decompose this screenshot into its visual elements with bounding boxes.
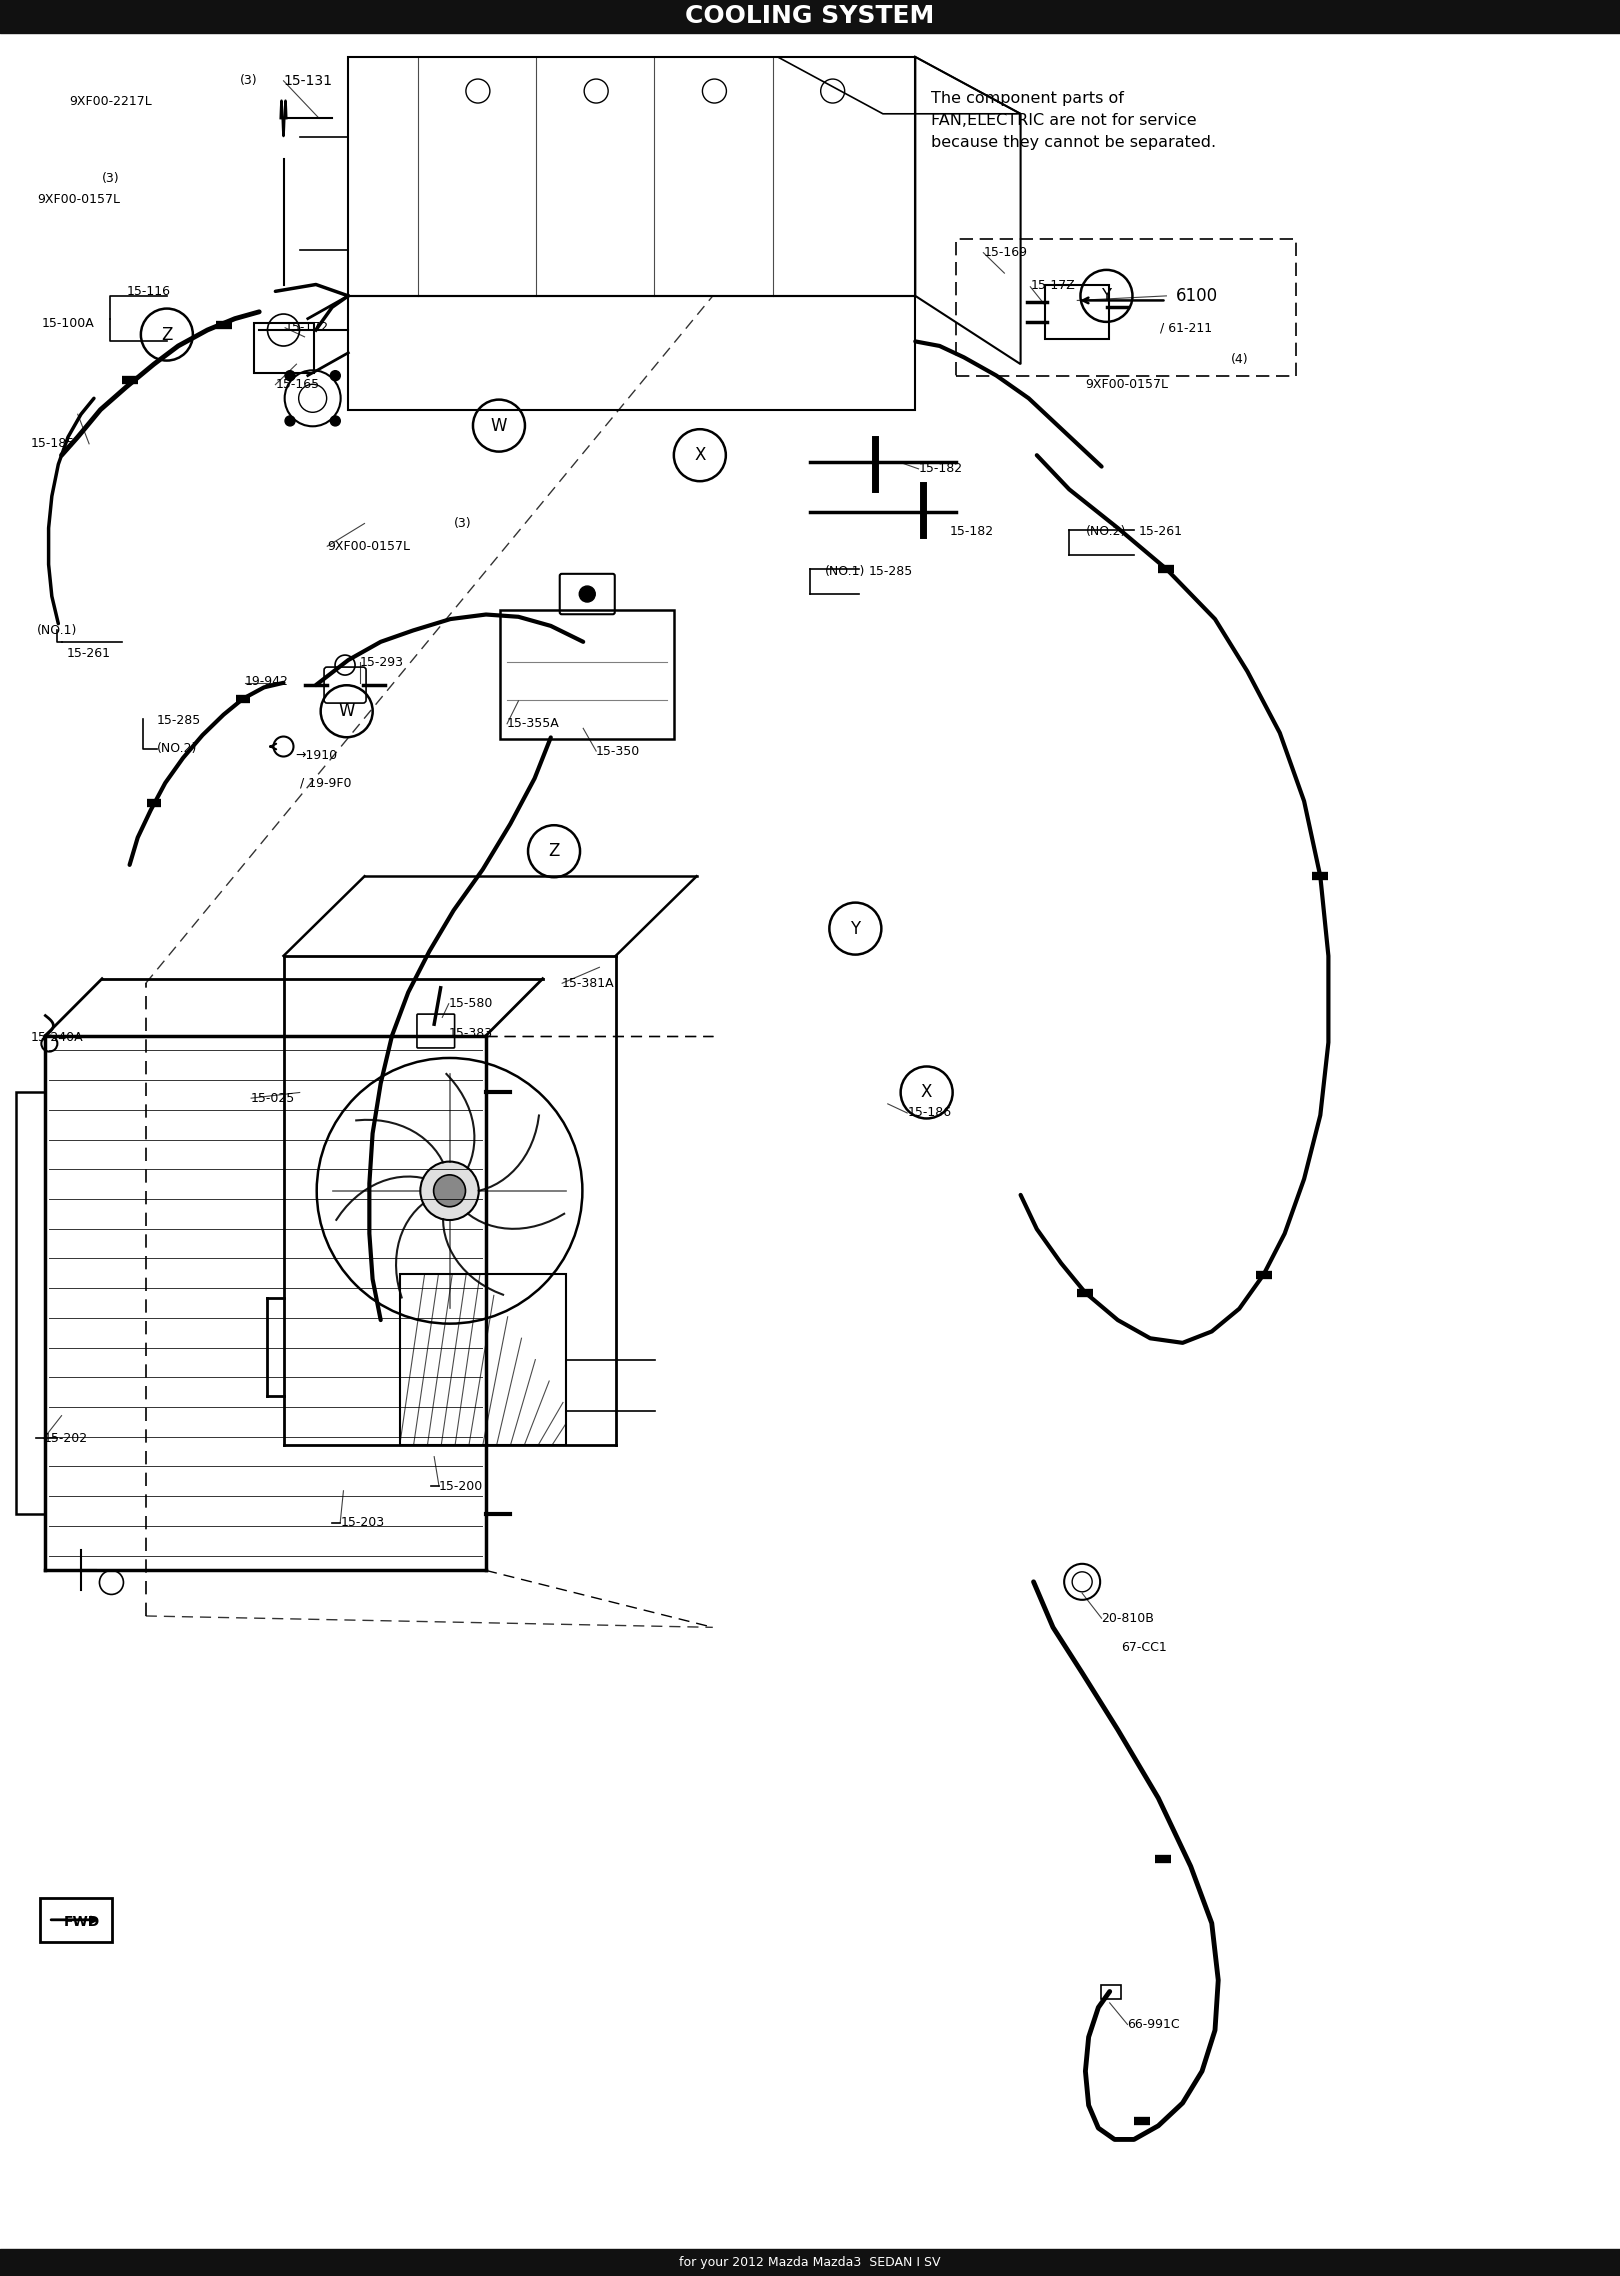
Circle shape [420, 1161, 480, 1220]
Text: 67-CC1: 67-CC1 [1121, 1641, 1166, 1655]
Text: 15-182: 15-182 [949, 526, 993, 537]
Text: The component parts of
FAN,ELECTRIC are not for service
because they cannot be s: The component parts of FAN,ELECTRIC are … [931, 91, 1217, 150]
Text: 66-991C: 66-991C [1128, 2019, 1179, 2030]
Text: 15-293: 15-293 [360, 655, 403, 669]
Bar [400, 1275, 565, 1445]
Text: FWD: FWD [65, 1914, 100, 1928]
Text: (3): (3) [240, 75, 258, 86]
Text: X: X [693, 446, 706, 464]
Text: (NO.1): (NO.1) [825, 564, 865, 578]
Text: 15-185: 15-185 [31, 437, 75, 451]
Text: (NO.2): (NO.2) [1085, 526, 1126, 537]
Text: 15-131: 15-131 [284, 73, 332, 89]
Text: 15-285: 15-285 [868, 564, 912, 578]
Text: 15-17Z: 15-17Z [1030, 280, 1076, 291]
Text: 15-169: 15-169 [983, 246, 1027, 259]
Text: X: X [920, 1083, 933, 1102]
Text: Z: Z [548, 842, 561, 860]
Text: 15-580: 15-580 [449, 997, 492, 1011]
Text: 15-186: 15-186 [907, 1106, 951, 1120]
Text: 15-200: 15-200 [439, 1479, 483, 1493]
Text: →1910: →1910 [295, 749, 337, 762]
Text: 9XF00-0157L: 9XF00-0157L [1085, 378, 1168, 391]
Circle shape [285, 371, 295, 380]
Circle shape [330, 417, 340, 426]
Circle shape [434, 1174, 465, 1206]
Text: 15-116: 15-116 [126, 284, 170, 298]
Text: 19-942: 19-942 [245, 676, 288, 687]
Text: W: W [491, 417, 507, 435]
Text: / 61-211: / 61-211 [1160, 321, 1212, 335]
Circle shape [330, 371, 340, 380]
Text: (NO.1): (NO.1) [37, 624, 78, 637]
Text: 15-355A: 15-355A [507, 717, 561, 731]
Text: Z: Z [160, 325, 173, 344]
Text: 9XF00-0157L: 9XF00-0157L [327, 539, 410, 553]
Text: 9XF00-0157L: 9XF00-0157L [37, 193, 120, 205]
Text: (NO.2): (NO.2) [157, 742, 198, 756]
Text: 6100: 6100 [1176, 287, 1218, 305]
Circle shape [580, 585, 595, 603]
Text: 15-202: 15-202 [44, 1432, 87, 1445]
Text: 15-100A: 15-100A [42, 316, 96, 330]
Text: COOLING SYSTEM: COOLING SYSTEM [685, 5, 935, 27]
Text: 15-285: 15-285 [157, 715, 201, 726]
Text: 15-172: 15-172 [285, 321, 329, 335]
Text: 15-261: 15-261 [1139, 526, 1183, 537]
Bar [253, 323, 314, 373]
Text: 15-203: 15-203 [340, 1516, 384, 1529]
Text: Y: Y [1102, 287, 1111, 305]
Text: 15-025: 15-025 [251, 1092, 295, 1104]
Text: 9XF00-2217L: 9XF00-2217L [70, 96, 152, 107]
Text: 15-240A: 15-240A [31, 1031, 83, 1045]
Bar [16, 1092, 45, 1514]
Text: for your 2012 Mazda Mazda3  SEDAN I SV: for your 2012 Mazda Mazda3 SEDAN I SV [679, 2256, 941, 2269]
Text: 15-381A: 15-381A [562, 976, 614, 990]
Text: (4): (4) [1231, 353, 1249, 366]
Text: (3): (3) [102, 173, 120, 184]
Text: W: W [339, 703, 355, 719]
Text: (3): (3) [454, 517, 471, 530]
Circle shape [285, 417, 295, 426]
Text: 15-182: 15-182 [919, 462, 962, 476]
Text: 15-165: 15-165 [275, 378, 319, 391]
Text: 15-383: 15-383 [449, 1026, 492, 1040]
Text: 15-350: 15-350 [596, 744, 640, 758]
Text: Y: Y [850, 920, 860, 938]
Text: / 19-9F0: / 19-9F0 [300, 776, 352, 790]
Text: 15-261: 15-261 [66, 646, 110, 660]
Text: 20-810B: 20-810B [1102, 1611, 1155, 1625]
